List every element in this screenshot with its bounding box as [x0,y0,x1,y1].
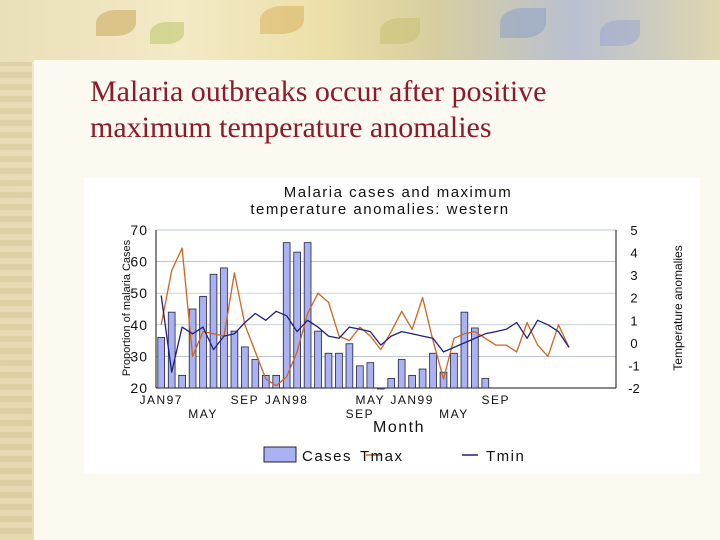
chart-panel: Malaria cases and maximum temperature an… [84,178,700,474]
case-bar [429,352,437,389]
slide-title-line2: maximum temperature anomalies [90,111,492,144]
y-tick-left-label: 60 [130,254,148,270]
case-bar [450,352,458,389]
case-bar [335,352,343,389]
y-tick-right-label: 0 [630,336,637,351]
case-bar [272,374,281,389]
case-bar [376,387,385,390]
x-tick-label-top: JAN98 [265,393,309,407]
case-bar [324,352,333,389]
case-bar [366,362,375,389]
y-tick-right-label: 2 [630,291,637,306]
case-bar [471,327,479,389]
decorative-top-band [0,0,720,62]
case-bar [439,371,448,389]
leaf-decoration [380,18,420,44]
leaf-decoration [96,10,136,36]
case-bar [293,251,301,389]
x-tick-label-top: SEP [231,393,260,407]
case-bar [397,359,406,389]
slide-title: Malaria outbreaks occur after positive m… [90,74,690,146]
x-tick-label-top: JAN99 [390,393,434,407]
y-tick-right-label: -1 [628,358,640,373]
y-tick-left-label: 40 [130,317,148,333]
legend-label-tmax: Tmax [360,448,404,465]
y-tick-right-label: 1 [630,313,637,328]
case-bar [314,330,322,389]
legend-label-tmin: Tmin [486,448,525,465]
y-tick-right-label: 3 [630,268,637,283]
case-bar [345,343,354,389]
malaria-chart: Malaria cases and maximum temperature an… [121,184,685,465]
case-bar [356,365,364,389]
case-bar [199,295,207,389]
y-tick-right-label: 4 [630,246,637,261]
y-tick-right-label: -2 [628,381,640,396]
y-tick-left-label: 50 [130,285,148,301]
x-tick-label-top: MAY [356,393,386,407]
decorative-strip [0,0,32,540]
x-tick-label-bottom: SEP [346,407,375,421]
y-tick-left-label: 70 [130,222,148,238]
y-axis-right-label: Temperature anomalies [671,245,685,370]
x-tick-label-bottom: MAY [439,407,469,421]
case-bar [188,308,197,389]
y-axis-left-label: Proportion of malaria Cases [121,239,133,376]
legend-label-cases: Cases [302,448,352,465]
case-bar [157,337,166,389]
x-axis-label: Month [373,419,425,436]
leaf-decoration [150,22,184,44]
case-bar [230,330,239,389]
case-bar [460,311,469,389]
x-tick-label-top: JAN97 [139,393,183,407]
case-bar [481,378,490,389]
y-tick-left-label: 20 [130,380,148,396]
chart-title-line1: Malaria cases and maximum [284,184,512,201]
case-bar [408,374,416,389]
case-bar [241,346,249,389]
leaf-decoration [500,8,546,38]
chart-title-line2: temperature anomalies: western [250,201,509,218]
case-bar [220,267,228,389]
tmax-line [160,247,570,387]
case-bar [178,374,186,389]
tmin-line [160,295,570,373]
y-tick-left-label: 30 [130,348,148,364]
x-tick-label-top: SEP [482,393,511,407]
case-bar [418,368,427,389]
slide-title-line1: Malaria outbreaks occur after positive [90,75,547,108]
case-bar [209,273,218,389]
y-tick-right-label: 5 [630,223,637,238]
x-tick-label-bottom: MAY [188,407,218,421]
leaf-decoration [600,20,640,46]
case-bar [251,359,260,389]
leaf-decoration [260,6,304,34]
legend-swatch-cases [263,446,297,463]
case-bar [387,378,396,389]
